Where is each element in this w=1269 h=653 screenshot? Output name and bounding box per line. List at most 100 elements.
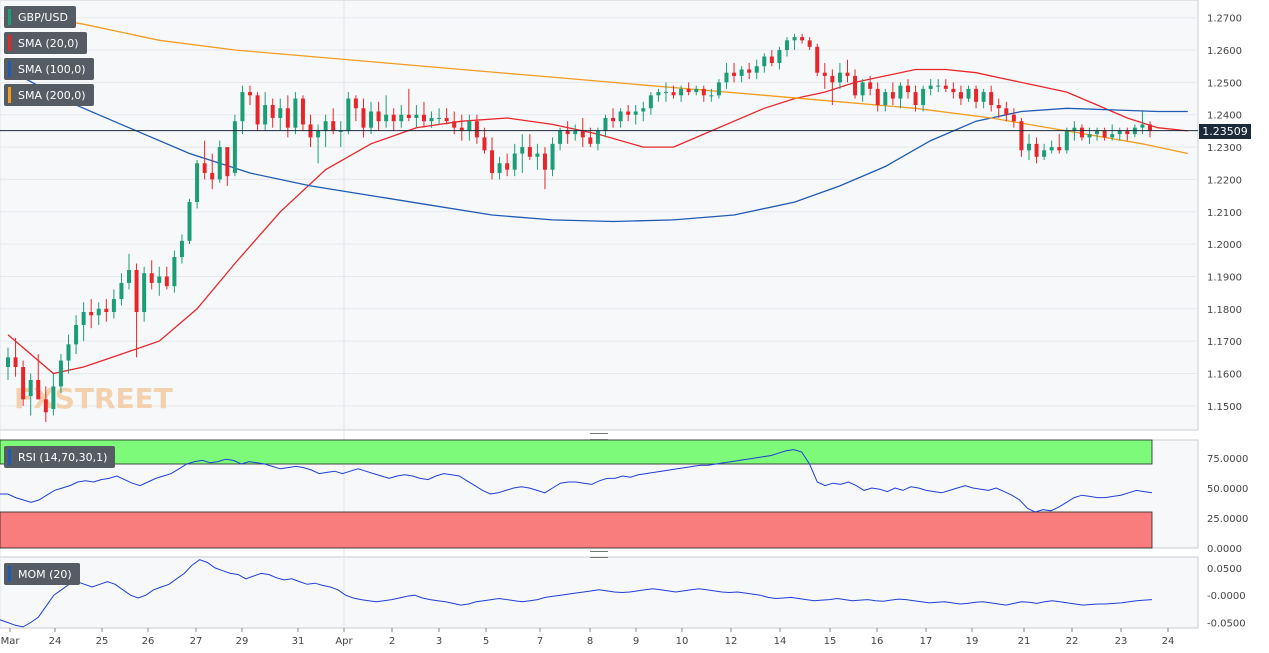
candle-body	[921, 88, 926, 106]
candle-body	[565, 130, 570, 135]
candle-body	[255, 95, 260, 125]
candle-body	[1140, 124, 1145, 128]
candle-body	[694, 88, 699, 93]
legend-sma20[interactable]: SMA (20,0)	[4, 32, 87, 54]
candle-body	[376, 111, 381, 122]
candle-body	[663, 92, 668, 94]
legend-mom-label: MOM (20)	[18, 567, 72, 581]
candle-body	[527, 147, 532, 157]
rsi-axis-tick-label: 75.0000	[1207, 454, 1248, 465]
candle-body	[656, 92, 661, 96]
candle-body	[868, 82, 873, 89]
legend-rsi[interactable]: RSI (14,70,30,1)	[4, 446, 116, 468]
price-axis-tick-label: 1.1500	[1207, 402, 1242, 413]
candle-body	[633, 111, 638, 115]
rsi-line	[0, 449, 1153, 513]
current-price-badge: 1.23509	[1199, 123, 1251, 139]
candle-body	[81, 312, 86, 325]
candle-body	[300, 98, 305, 125]
x-axis-tick-label: 5	[483, 636, 489, 647]
candle-body	[232, 121, 237, 173]
candle-body	[1072, 127, 1077, 131]
candle-body	[732, 72, 737, 76]
candle-body	[331, 121, 336, 131]
legend-mom[interactable]: MOM (20)	[4, 563, 80, 585]
legend-gbpusd[interactable]: GBP/USD	[4, 6, 76, 28]
candle-body	[482, 137, 487, 151]
rsi-overbought-zone	[0, 439, 1153, 465]
candle-body	[1042, 150, 1047, 157]
price-axis-tick-label: 1.2000	[1207, 240, 1242, 251]
legend-sma100-swatch	[8, 61, 11, 77]
candle-body	[512, 153, 517, 170]
candle-body	[1011, 114, 1016, 122]
candle-body	[754, 66, 759, 73]
candle-body	[210, 172, 215, 180]
candle-body	[369, 111, 374, 128]
candle-body	[338, 130, 343, 132]
x-axis-tick-label: 10	[676, 636, 689, 647]
candle-body	[157, 276, 162, 283]
candle-body	[179, 240, 184, 258]
candle-body	[611, 117, 616, 122]
x-axis-tick-label: 12	[725, 636, 738, 647]
x-axis-tick-label: 8	[587, 636, 593, 647]
candle-body	[164, 276, 169, 287]
price-axis-tick-label: 1.2100	[1207, 208, 1242, 219]
candle-body	[603, 117, 608, 131]
candle-body	[701, 88, 706, 96]
candle-body	[989, 92, 994, 106]
x-axis-tick-label: 24	[1162, 636, 1175, 647]
sma-200-line	[7, 10, 1188, 155]
candle-body	[74, 324, 79, 345]
candle-body	[490, 150, 495, 173]
candle-body	[958, 92, 963, 99]
candle-body	[66, 344, 71, 361]
candle-body	[853, 75, 858, 96]
candle-body	[429, 117, 434, 122]
candle-body	[346, 98, 351, 131]
candle-body	[535, 153, 540, 157]
price-axis-tick-label: 1.2300	[1207, 143, 1242, 154]
candle-body	[96, 308, 101, 316]
x-axis-tick-label: 26	[142, 636, 155, 647]
candle-body	[580, 130, 585, 138]
candle-body	[648, 95, 653, 109]
candle-body	[1064, 130, 1069, 151]
candle-body	[860, 82, 865, 96]
x-axis-tick-label: 16	[871, 636, 884, 647]
panel-resize-handle-main[interactable]	[590, 433, 608, 440]
mom-axis-tick-label: 0.0500	[1207, 564, 1242, 575]
candle-body	[792, 37, 797, 41]
candle-body	[459, 127, 464, 131]
sma-20-line	[7, 68, 1188, 375]
candle-body	[716, 82, 721, 96]
candle-body	[905, 85, 910, 93]
price-axis-tick-label: 1.1600	[1207, 369, 1242, 380]
candle-body	[497, 163, 502, 173]
candle-body	[119, 282, 124, 300]
candle-body	[240, 92, 245, 122]
candle-body	[399, 114, 404, 122]
candle-body	[807, 40, 812, 47]
x-axis-tick-label: 22	[1066, 636, 1079, 647]
candle-body	[6, 357, 10, 368]
candle-body	[217, 147, 222, 180]
legend-sma100[interactable]: SMA (100,0)	[4, 58, 94, 80]
candle-body	[1125, 130, 1130, 135]
legend-rsi-swatch	[8, 449, 11, 465]
candle-body	[142, 273, 147, 313]
candle-body	[270, 105, 275, 118]
mom-axis-tick-label: -0.0500	[1207, 619, 1246, 630]
legend-sma20-swatch	[8, 35, 11, 51]
candle-body	[1049, 147, 1054, 151]
legend-sma200[interactable]: SMA (200,0)	[4, 84, 94, 106]
candle-body	[293, 98, 298, 128]
panel-resize-handle-rsi[interactable]	[590, 551, 608, 558]
sma-100-line	[7, 68, 1188, 223]
price-axis-tick-label: 1.1900	[1207, 272, 1242, 283]
candle-body	[36, 379, 41, 400]
candle-body	[1079, 127, 1084, 138]
candle-body	[172, 257, 177, 287]
candle-body	[127, 269, 132, 283]
